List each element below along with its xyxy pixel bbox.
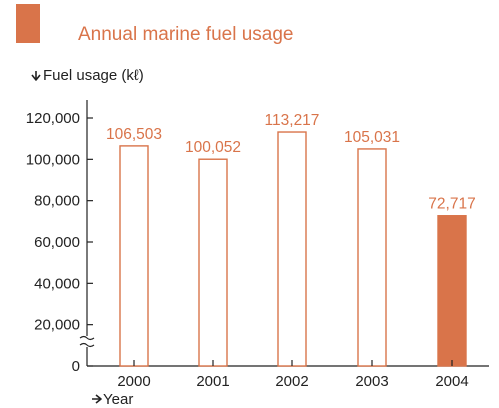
bar-2001 bbox=[198, 158, 228, 367]
x-axis-title: Year bbox=[103, 391, 133, 408]
bars bbox=[119, 131, 467, 367]
x-ticks: 2000 2001 2002 2003 2004 bbox=[117, 360, 469, 390]
x-axis-label: Year bbox=[92, 391, 133, 408]
title-marker-icon bbox=[16, 4, 40, 43]
y-axis-label: Fuel usage (kℓ) bbox=[31, 67, 144, 84]
chart-title: Annual marine fuel usage bbox=[78, 24, 293, 45]
arrow-down-icon bbox=[31, 71, 41, 81]
y-tick-label: 20,000 bbox=[34, 317, 80, 334]
x-tick-label: 2004 bbox=[435, 373, 468, 390]
y-tick-label: 60,000 bbox=[34, 234, 80, 251]
y-tick-label: 0 bbox=[72, 358, 80, 375]
data-label: 72,717 bbox=[428, 196, 475, 213]
y-axis: 0 20,000 40,000 60,000 80,000 100,000 120,000 bbox=[26, 100, 95, 375]
arrow-right-icon bbox=[92, 394, 102, 404]
bar-2002 bbox=[277, 131, 307, 367]
data-label: 105,031 bbox=[344, 129, 400, 146]
x-tick-label: 2002 bbox=[275, 373, 308, 390]
x-tick-label: 2003 bbox=[355, 373, 388, 390]
y-ticks: 0 20,000 40,000 60,000 80,000 100,000 120,000 bbox=[26, 110, 93, 375]
axis-break-icon bbox=[79, 335, 95, 348]
bar-2004 bbox=[437, 215, 467, 367]
data-labels: 106,503 100,052 113,217 105,031 72,717 bbox=[106, 112, 476, 213]
x-tick-label: 2000 bbox=[117, 373, 150, 390]
y-axis-title: Fuel usage (kℓ) bbox=[43, 67, 144, 84]
title-block: Annual marine fuel usage bbox=[16, 4, 293, 45]
y-tick-label: 100,000 bbox=[26, 151, 80, 168]
x-tick-label: 2001 bbox=[196, 373, 229, 390]
y-tick-label: 40,000 bbox=[34, 275, 80, 292]
data-label: 113,217 bbox=[265, 112, 320, 129]
data-label: 100,052 bbox=[185, 139, 241, 156]
bar-2000 bbox=[119, 145, 149, 367]
y-tick-label: 120,000 bbox=[26, 110, 80, 127]
y-tick-label: 80,000 bbox=[34, 193, 80, 210]
bar-2003 bbox=[357, 148, 387, 367]
data-label: 106,503 bbox=[106, 126, 162, 143]
